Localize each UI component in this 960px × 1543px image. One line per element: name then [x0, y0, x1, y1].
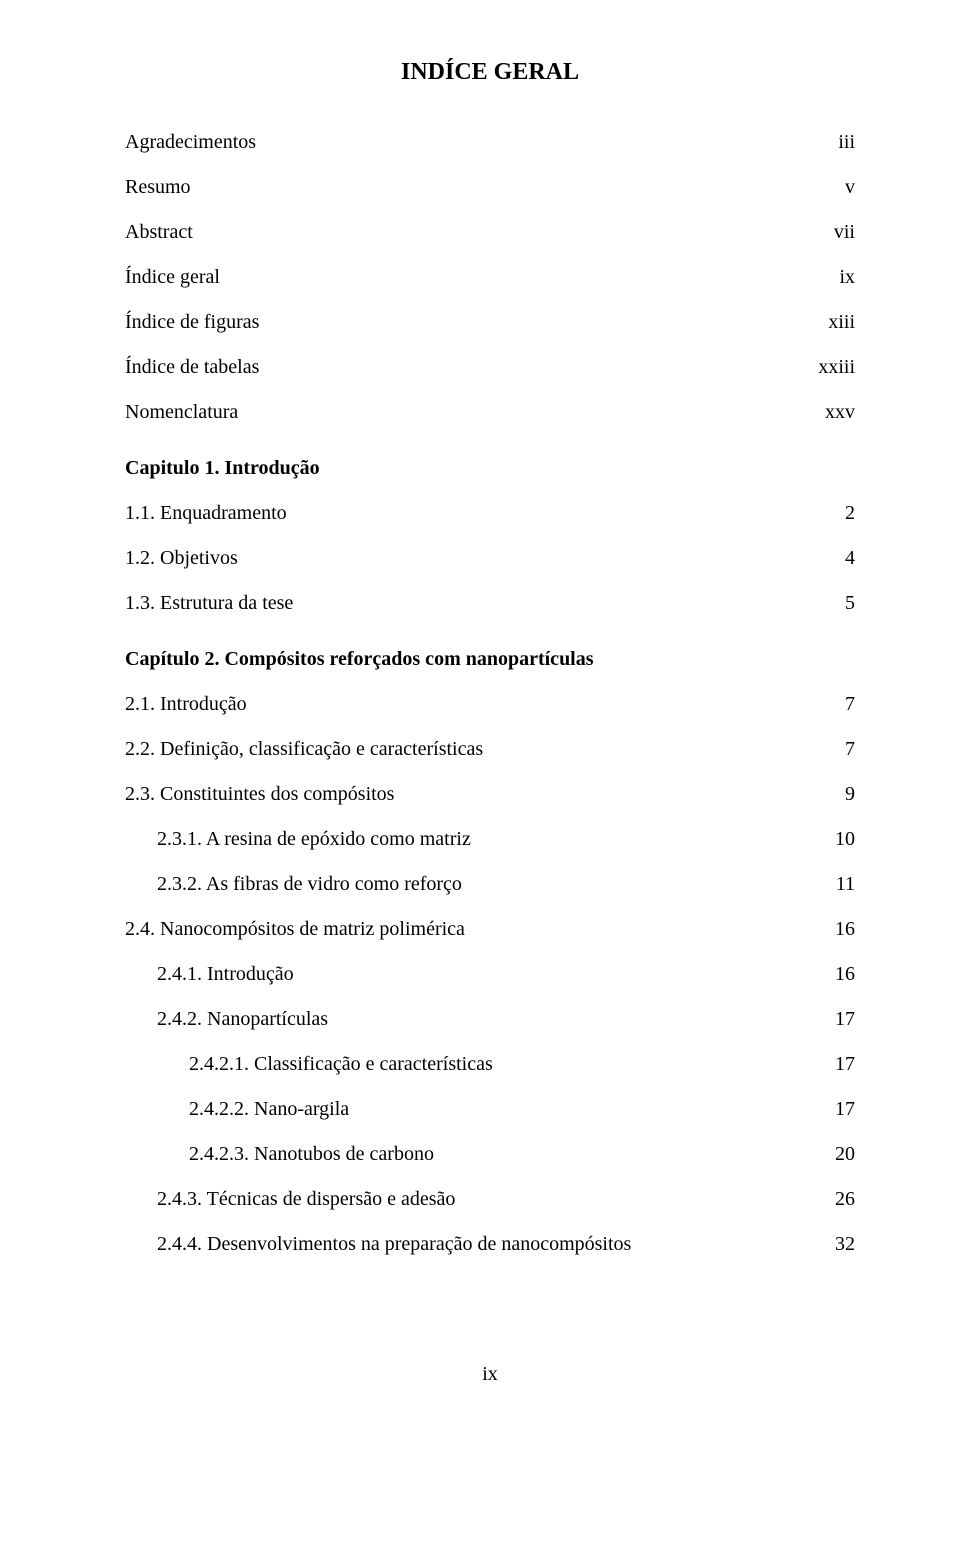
toc-page: vii	[834, 222, 855, 242]
toc-row: Índice de figuras xiii	[125, 312, 855, 332]
toc-page: xiii	[828, 312, 855, 332]
toc-page: 5	[845, 593, 855, 613]
toc-page: xxiii	[818, 357, 855, 377]
toc-row: Agradecimentos iii	[125, 132, 855, 152]
toc-page: 9	[845, 784, 855, 804]
toc-label: Agradecimentos	[125, 132, 828, 152]
toc-label: 1.1. Enquadramento	[125, 503, 835, 523]
chapter-title: Capítulo 2. Compósitos reforçados com na…	[125, 649, 855, 669]
toc-page: v	[845, 177, 855, 197]
toc-row: Nomenclatura xxv	[125, 402, 855, 422]
toc-page: ix	[839, 267, 855, 287]
toc-row: 1.3. Estrutura da tese 5	[125, 593, 855, 613]
toc-row: 2.4.4. Desenvolvimentos na preparação de…	[125, 1234, 855, 1254]
toc-label: Índice de figuras	[125, 312, 818, 332]
toc-page: 17	[835, 1099, 855, 1119]
toc-page: xxv	[825, 402, 855, 422]
toc-page: 17	[835, 1054, 855, 1074]
toc-label: 2.4.3. Técnicas de dispersão e adesão	[157, 1189, 825, 1209]
toc-label: 2.4.2. Nanopartículas	[157, 1009, 825, 1029]
toc-label: 2.4.1. Introdução	[157, 964, 825, 984]
toc-page: 20	[835, 1144, 855, 1164]
toc-row: 1.2. Objetivos 4	[125, 548, 855, 568]
toc-page: 10	[835, 829, 855, 849]
toc-label: 2.1. Introdução	[125, 694, 835, 714]
toc-label: 2.4.2.1. Classificação e características	[189, 1054, 825, 1074]
toc-label: Índice de tabelas	[125, 357, 808, 377]
chapter-heading: Capítulo 2. Compósitos reforçados com na…	[125, 649, 855, 669]
toc-label: 2.3.2. As fibras de vidro como reforço	[157, 874, 826, 894]
toc-row: Índice de tabelas xxiii	[125, 357, 855, 377]
chapter-heading: Capitulo 1. Introdução	[125, 458, 855, 478]
toc-label: 1.2. Objetivos	[125, 548, 835, 568]
toc-row: Índice geral ix	[125, 267, 855, 287]
toc-row: 2.1. Introdução 7	[125, 694, 855, 714]
toc-row: 1.1. Enquadramento 2	[125, 503, 855, 523]
toc-row: 2.4.2.2. Nano-argila 17	[125, 1099, 855, 1119]
page-title: INDÍCE GERAL	[125, 60, 855, 84]
toc-page: 4	[845, 548, 855, 568]
toc-page: 16	[835, 964, 855, 984]
toc-row: 2.3.2. As fibras de vidro como reforço 1…	[125, 874, 855, 894]
toc-row: 2.4.2.3. Nanotubos de carbono 20	[125, 1144, 855, 1164]
toc-row: 2.4. Nanocompósitos de matriz polimérica…	[125, 919, 855, 939]
toc-page: 2	[845, 503, 855, 523]
toc-row: 2.4.2. Nanopartículas 17	[125, 1009, 855, 1029]
toc-label: 2.3. Constituintes dos compósitos	[125, 784, 835, 804]
toc-page: 16	[835, 919, 855, 939]
toc-label: Índice geral	[125, 267, 829, 287]
front-matter-section: Agradecimentos iii Resumo v Abstract vii…	[125, 132, 855, 422]
toc-row: 2.2. Definição, classificação e caracter…	[125, 739, 855, 759]
chapter2-section: Capítulo 2. Compósitos reforçados com na…	[125, 649, 855, 1254]
toc-label: 2.2. Definição, classificação e caracter…	[125, 739, 835, 759]
page-number: ix	[125, 1364, 855, 1384]
toc-label: 2.4.4. Desenvolvimentos na preparação de…	[157, 1234, 825, 1254]
toc-page: iii	[838, 132, 855, 152]
toc-label: 2.4.2.2. Nano-argila	[189, 1099, 825, 1119]
toc-label: 2.3.1. A resina de epóxido como matriz	[157, 829, 825, 849]
chapter-title: Capitulo 1. Introdução	[125, 458, 855, 478]
toc-row: 2.3. Constituintes dos compósitos 9	[125, 784, 855, 804]
toc-row: 2.4.1. Introdução 16	[125, 964, 855, 984]
toc-label: 1.3. Estrutura da tese	[125, 593, 835, 613]
toc-label: Nomenclatura	[125, 402, 815, 422]
toc-row: 2.3.1. A resina de epóxido como matriz 1…	[125, 829, 855, 849]
toc-label: Resumo	[125, 177, 835, 197]
toc-page: 7	[845, 694, 855, 714]
toc-page: 7	[845, 739, 855, 759]
toc-label: Abstract	[125, 222, 824, 242]
toc-row: 2.4.2.1. Classificação e características…	[125, 1054, 855, 1074]
toc-page: 32	[835, 1234, 855, 1254]
toc-row: 2.4.3. Técnicas de dispersão e adesão 26	[125, 1189, 855, 1209]
chapter1-section: Capitulo 1. Introdução 1.1. Enquadrament…	[125, 458, 855, 613]
toc-page: 11	[836, 874, 855, 894]
toc-label: 2.4.2.3. Nanotubos de carbono	[189, 1144, 825, 1164]
toc-row: Abstract vii	[125, 222, 855, 242]
toc-page: 17	[835, 1009, 855, 1029]
toc-page: 26	[835, 1189, 855, 1209]
toc-row: Resumo v	[125, 177, 855, 197]
toc-label: 2.4. Nanocompósitos de matriz polimérica	[125, 919, 825, 939]
